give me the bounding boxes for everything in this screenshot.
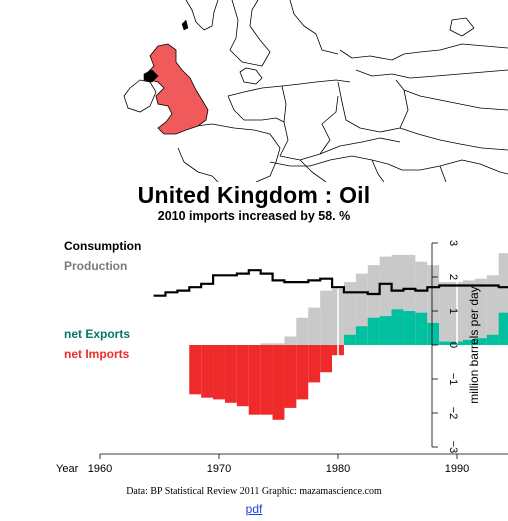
net-exports-bar — [403, 311, 416, 345]
y-axis-label: million barrels per day — [467, 286, 481, 403]
legend-net-exports: net Exports — [64, 327, 130, 341]
production-bar — [355, 273, 368, 345]
production-bar — [343, 282, 356, 345]
production-bar — [367, 265, 380, 345]
map-border-germany — [279, 85, 339, 161]
map-border-south-2 — [371, 159, 385, 182]
production-bar — [308, 307, 321, 345]
bar-layer — [189, 237, 508, 452]
europe-map — [123, 0, 508, 182]
net-exports-bar — [355, 326, 368, 345]
production-bar — [486, 275, 499, 345]
net-imports-bar — [201, 345, 214, 398]
consumption-line — [153, 269, 508, 297]
net-exports-bar — [367, 317, 380, 345]
y-tick-label: 3 — [447, 240, 459, 246]
net-exports-bar — [427, 322, 440, 345]
net-exports-bar — [474, 338, 487, 345]
map-country-ireland — [123, 79, 157, 113]
chart-title: United Kingdom : Oil — [137, 182, 371, 208]
production-bar — [272, 343, 285, 345]
y-tick-label: 0 — [447, 342, 459, 348]
x-axis-label: Year — [56, 463, 79, 475]
production-bar — [284, 336, 297, 345]
map-border-lake — [449, 17, 475, 37]
consumption-layer — [153, 269, 508, 297]
map-border-ukraine — [399, 127, 508, 151]
net-imports-bar — [308, 345, 321, 383]
chart-subtitle: 2010 imports increased by 58. % — [157, 209, 351, 223]
net-exports-bar — [391, 309, 404, 345]
production-bar — [439, 282, 452, 345]
axes-layer: 196019701980199020002010−3−2−10123millio… — [88, 240, 508, 475]
y-tick-label: 1 — [447, 308, 459, 314]
production-bar — [415, 261, 428, 345]
x-tick-label: 1970 — [207, 463, 231, 475]
x-tick-label: 1980 — [326, 463, 350, 475]
legend-production: Production — [64, 259, 127, 273]
pdf-link[interactable]: pdf — [245, 502, 263, 516]
x-tick-label: 1990 — [445, 463, 469, 475]
x-tick-label: 1960 — [88, 463, 112, 475]
production-bar — [474, 278, 487, 345]
map-border-scandinavia-east — [289, 0, 339, 55]
production-bar — [260, 343, 273, 345]
net-imports-bar — [236, 345, 249, 407]
map-border-germany-coast — [227, 79, 351, 97]
map-border-baltic — [339, 43, 508, 61]
map-border-sweden — [229, 0, 271, 67]
y-tick-label: −2 — [447, 407, 459, 420]
map-island-shetland — [181, 19, 189, 31]
oil-chart: 196019701980199020002010−3−2−10123millio… — [56, 237, 508, 475]
legend-consumption: Consumption — [64, 239, 141, 253]
net-exports-bar — [379, 316, 392, 345]
production-bar — [391, 254, 404, 345]
map-border-hungary — [387, 159, 508, 175]
net-exports-bar — [343, 334, 356, 345]
map-border-czech — [319, 137, 401, 155]
net-imports-bar — [296, 345, 309, 400]
map-border-baltic-2 — [355, 69, 508, 79]
net-exports-bar — [462, 339, 475, 345]
map-border-belarus — [403, 89, 508, 111]
legend-layer: Consumption Production net Exports net I… — [56, 239, 141, 475]
map-border-poland — [337, 79, 409, 133]
net-exports-bar — [498, 312, 508, 345]
production-bar — [462, 280, 475, 345]
net-imports-bar — [189, 345, 202, 395]
y-tick-label: −1 — [447, 373, 459, 386]
production-bar — [498, 253, 508, 345]
net-imports-bar — [224, 345, 237, 403]
production-bar — [379, 256, 392, 345]
map-border-france-coast — [177, 147, 219, 182]
net-exports-bar — [415, 312, 428, 345]
net-imports-bar — [272, 345, 285, 420]
net-imports-bar — [213, 345, 225, 400]
y-tick-label: 2 — [447, 274, 459, 280]
net-exports-bar — [439, 341, 452, 345]
map-border-france — [179, 123, 281, 182]
production-bar — [427, 265, 440, 345]
map-country-united-kingdom — [147, 43, 209, 135]
net-imports-bar — [248, 345, 261, 415]
map-country-northern-ireland — [143, 69, 159, 83]
production-bar — [320, 290, 333, 345]
net-imports-bar — [320, 345, 333, 373]
legend-net-imports: net Imports — [64, 347, 130, 361]
map-border-benelux — [227, 95, 285, 123]
map-border-south — [299, 159, 327, 182]
production-bar — [403, 254, 416, 345]
map-border-denmark — [239, 67, 263, 85]
y-tick-label: −3 — [447, 441, 459, 454]
data-credit: Data: BP Statistical Review 2011 Graphic… — [126, 486, 382, 497]
net-imports-bar — [284, 345, 297, 408]
net-imports-bar — [260, 345, 273, 415]
map-border-south-3 — [439, 165, 447, 182]
net-exports-bar — [486, 334, 499, 345]
production-bar — [296, 317, 309, 345]
map-border-norway — [185, 0, 219, 31]
